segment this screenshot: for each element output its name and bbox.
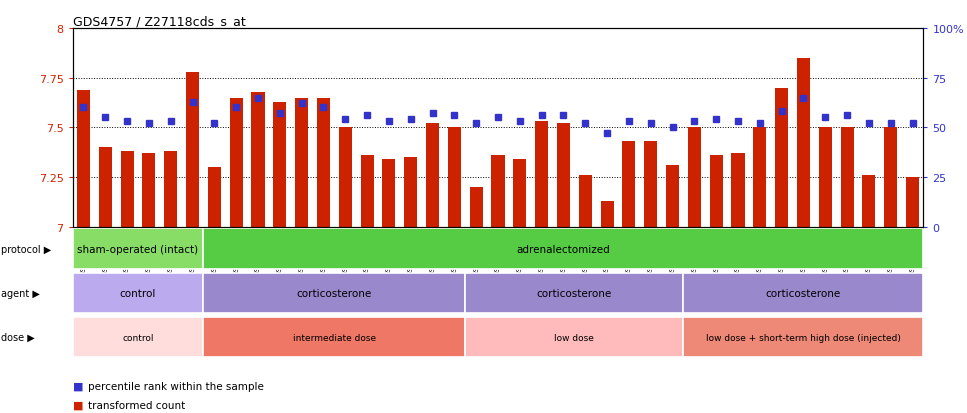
Text: adrenalectomized: adrenalectomized (516, 244, 610, 254)
Text: intermediate dose: intermediate dose (293, 333, 376, 342)
Bar (535, 122, 548, 227)
Bar (448, 128, 461, 227)
Bar (203, 273, 465, 313)
Bar (203, 317, 465, 358)
Bar (274, 102, 286, 227)
Text: control: control (122, 333, 154, 342)
Text: low dose: low dose (554, 333, 595, 342)
Bar (99, 148, 112, 227)
Text: control: control (120, 288, 157, 298)
Bar (644, 142, 658, 227)
Text: ■: ■ (73, 381, 83, 391)
Bar (557, 124, 570, 227)
Bar (688, 128, 701, 227)
Text: agent ▶: agent ▶ (1, 288, 40, 298)
Bar (73, 317, 203, 358)
Bar (684, 273, 923, 313)
Text: low dose + short-term high dose (injected): low dose + short-term high dose (injecte… (706, 333, 901, 342)
Bar (776, 88, 788, 227)
Bar (731, 154, 745, 227)
Text: sham-operated (intact): sham-operated (intact) (77, 244, 198, 254)
Bar (578, 176, 592, 227)
Bar (317, 98, 330, 227)
Bar (623, 142, 635, 227)
Bar (203, 229, 923, 269)
Bar (229, 98, 243, 227)
Text: percentile rank within the sample: percentile rank within the sample (88, 381, 264, 391)
Bar (840, 128, 854, 227)
Bar (295, 98, 308, 227)
Text: corticosterone: corticosterone (537, 288, 612, 298)
Bar (819, 128, 832, 227)
Text: transformed count: transformed count (88, 400, 186, 410)
Text: corticosterone: corticosterone (297, 288, 372, 298)
Bar (77, 90, 90, 227)
Bar (251, 93, 265, 227)
Bar (426, 124, 439, 227)
Bar (404, 158, 418, 227)
Bar (470, 188, 483, 227)
Bar (465, 273, 684, 313)
Bar (753, 128, 767, 227)
Bar (465, 317, 684, 358)
Text: protocol ▶: protocol ▶ (1, 244, 51, 254)
Text: dose ▶: dose ▶ (1, 332, 35, 342)
Bar (382, 160, 396, 227)
Bar (666, 166, 679, 227)
Bar (338, 128, 352, 227)
Bar (142, 154, 156, 227)
Text: ■: ■ (73, 400, 83, 410)
Bar (121, 152, 133, 227)
Bar (208, 168, 220, 227)
Bar (164, 152, 177, 227)
Bar (186, 73, 199, 227)
Text: corticosterone: corticosterone (766, 288, 841, 298)
Bar (601, 202, 614, 227)
Bar (361, 156, 373, 227)
Bar (73, 273, 203, 313)
Bar (73, 229, 203, 269)
Bar (710, 156, 722, 227)
Bar (491, 156, 505, 227)
Bar (884, 128, 897, 227)
Text: GDS4757 / Z27118cds_s_at: GDS4757 / Z27118cds_s_at (73, 15, 246, 28)
Bar (797, 59, 810, 227)
Bar (906, 178, 919, 227)
Bar (513, 160, 526, 227)
Bar (684, 317, 923, 358)
Bar (863, 176, 875, 227)
